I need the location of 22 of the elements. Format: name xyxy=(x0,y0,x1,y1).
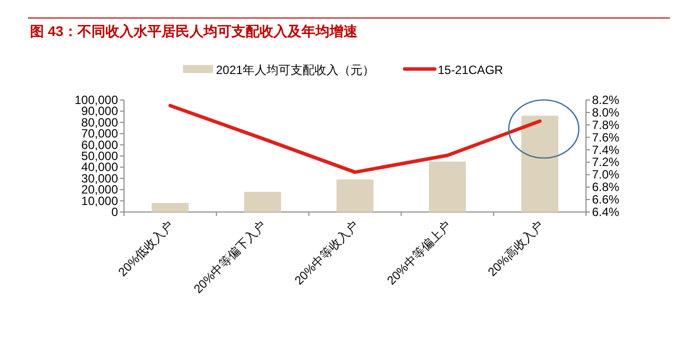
y2-tick-label: 8.0% xyxy=(592,105,620,120)
y-tick-label: 0 xyxy=(111,205,118,219)
y2-tick-label: 7.4% xyxy=(592,142,620,157)
y-tick-label: 50,000 xyxy=(81,149,118,163)
y2-tick-label: 6.6% xyxy=(592,192,620,207)
y2-tick-label: 6.8% xyxy=(592,180,620,194)
bar xyxy=(152,203,189,212)
y2-tick-label: 7.6% xyxy=(592,130,620,144)
y2-tick-label: 7.2% xyxy=(592,155,620,170)
bar xyxy=(244,192,282,212)
line-series xyxy=(168,104,542,174)
legend-label: 2021年人均可支配收入（元） xyxy=(216,63,375,77)
bar xyxy=(428,162,466,212)
y-tick-label: 100,000 xyxy=(74,93,118,107)
bar xyxy=(336,180,374,212)
y2-tick-label: 6.4% xyxy=(592,205,620,219)
y2-tick-label: 7.8% xyxy=(592,118,620,132)
chart-title: 图 43：不同收入水平居民人均可支配收入及年均增速 xyxy=(30,23,358,39)
y2-tick-label: 7.0% xyxy=(592,168,620,182)
legend-label: 15-21CAGR xyxy=(438,63,504,77)
bar xyxy=(521,116,558,212)
y2-tick-label: 8.2% xyxy=(592,93,620,107)
